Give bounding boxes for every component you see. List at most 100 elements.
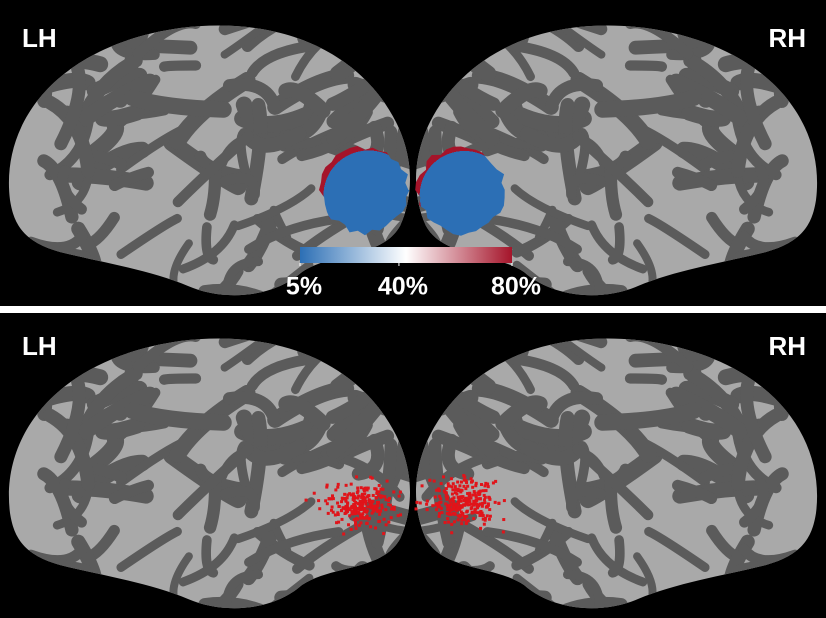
peak-dot	[420, 484, 424, 488]
peak-dot	[364, 486, 368, 490]
peak-dot	[439, 497, 443, 501]
peak-dot	[488, 508, 492, 512]
peak-dot	[370, 476, 374, 480]
peak-dot	[449, 502, 453, 506]
peak-dot	[487, 517, 491, 521]
peak-dot	[445, 496, 449, 500]
peak-dot	[445, 504, 449, 508]
peak-dot	[437, 489, 441, 493]
peak-dot	[345, 504, 349, 508]
peak-dot	[475, 506, 479, 510]
peak-dot	[482, 493, 486, 497]
peak-dot	[470, 479, 474, 483]
peak-dot	[351, 493, 355, 497]
peak-dot	[468, 491, 472, 495]
peak-dot	[384, 523, 388, 527]
peak-dot	[432, 479, 436, 483]
peak-dot	[444, 491, 448, 495]
peak-dot	[385, 479, 389, 483]
peak-dot	[445, 511, 449, 515]
peak-dot	[493, 500, 497, 504]
peak-dot	[362, 498, 366, 502]
peak-dot	[488, 514, 492, 518]
peak-dot	[467, 497, 471, 501]
peak-dot	[463, 515, 467, 519]
peak-dot	[502, 518, 506, 522]
peak-dot	[378, 519, 382, 523]
peak-dot	[450, 507, 454, 511]
peak-dot	[474, 507, 478, 511]
peak-dot	[425, 508, 429, 512]
peak-dot	[359, 486, 363, 490]
peak-dot	[384, 498, 388, 502]
peak-dot	[481, 517, 485, 521]
peak-dot	[439, 482, 443, 486]
peak-dot	[361, 502, 365, 506]
peak-dot	[365, 509, 369, 513]
peak-dot	[330, 494, 334, 498]
peak-dot	[414, 507, 418, 511]
peak-dot	[452, 505, 456, 509]
heat-blob	[415, 146, 505, 236]
peak-dot	[485, 514, 489, 518]
peak-dot	[448, 499, 452, 503]
peak-dot	[453, 491, 457, 495]
peak-dot	[474, 481, 478, 485]
peak-dot	[456, 480, 460, 484]
peak-dot	[502, 499, 506, 503]
peak-dot	[442, 489, 446, 493]
peak-dot	[474, 498, 478, 502]
peak-dot	[350, 510, 354, 514]
peak-dot	[364, 500, 368, 504]
peak-dot	[466, 500, 470, 504]
peak-dot	[447, 512, 451, 516]
peak-dot	[346, 493, 350, 497]
peak-dot	[458, 488, 462, 492]
peak-dot	[333, 513, 337, 517]
peak-dot	[447, 520, 451, 524]
peak-dot	[447, 504, 451, 508]
peak-dot	[357, 494, 361, 498]
peak-dot	[460, 518, 464, 522]
peak-dot	[463, 475, 467, 479]
peak-dot	[336, 513, 340, 517]
peak-dot	[358, 503, 362, 507]
peak-dot	[318, 507, 322, 511]
peak-dot	[348, 514, 352, 518]
peak-dot	[341, 506, 345, 510]
peak-dot	[362, 487, 366, 491]
peak-dot	[431, 504, 435, 508]
peak-dot	[465, 497, 469, 501]
peak-dot	[452, 507, 456, 511]
peak-dot	[336, 482, 340, 486]
peak-dot	[486, 482, 490, 486]
peak-dot	[439, 506, 443, 510]
peak-dot	[359, 514, 363, 518]
peak-dot	[450, 492, 454, 496]
peak-dot	[378, 512, 382, 516]
peak-dot	[464, 521, 468, 525]
peak-dot	[352, 518, 356, 522]
peak-dot	[501, 530, 505, 534]
peak-dot	[484, 489, 488, 493]
peak-dot	[473, 510, 477, 514]
peak-dot	[376, 509, 380, 513]
peak-dot	[477, 504, 481, 508]
peak-dot	[479, 526, 483, 530]
peak-dot	[451, 488, 455, 492]
peak-dot	[368, 499, 372, 503]
peak-dot	[351, 495, 355, 499]
peak-dot	[477, 493, 481, 497]
peak-dot	[317, 499, 321, 503]
peak-dot	[340, 508, 344, 512]
peak-dot	[331, 497, 335, 501]
peak-dot	[461, 512, 465, 516]
peak-dot	[449, 512, 453, 516]
peak-dot	[418, 501, 422, 505]
peak-dot	[325, 485, 329, 489]
peak-dot	[386, 498, 390, 502]
peak-dot	[336, 501, 340, 505]
peak-dot	[451, 499, 455, 503]
peak-dot	[387, 496, 391, 500]
peak-dot	[351, 506, 355, 510]
